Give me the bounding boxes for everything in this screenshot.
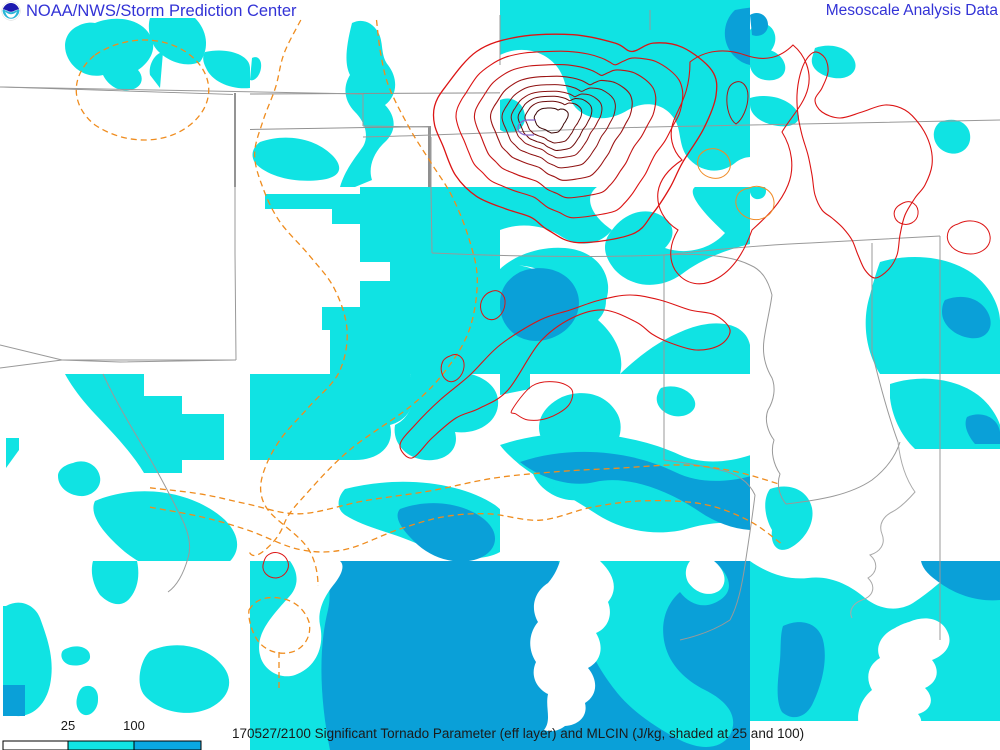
svg-text:170527/2100 Significant Tornad: 170527/2100 Significant Tornado Paramete… <box>232 726 804 741</box>
svg-text:Mesoscale Analysis Data: Mesoscale Analysis Data <box>826 2 999 19</box>
svg-text:NOAA/NWS/Storm Prediction Cent: NOAA/NWS/Storm Prediction Center <box>26 2 297 20</box>
svg-text:25: 25 <box>61 718 75 733</box>
svg-text:100: 100 <box>123 718 145 733</box>
